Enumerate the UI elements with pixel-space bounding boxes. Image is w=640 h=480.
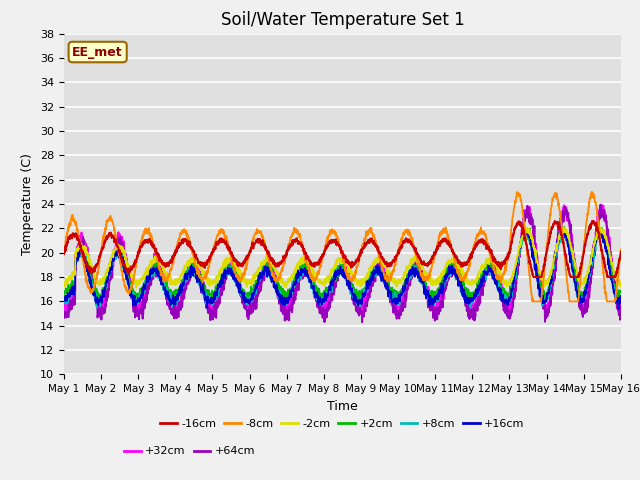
+64cm bbox=[371, 274, 379, 279]
-8cm bbox=[529, 299, 536, 304]
-8cm bbox=[568, 299, 575, 304]
-8cm bbox=[216, 228, 223, 233]
Line: -8cm: -8cm bbox=[64, 192, 621, 301]
+16cm bbox=[371, 270, 378, 276]
+32cm bbox=[60, 293, 68, 299]
Line: +16cm: +16cm bbox=[64, 228, 621, 309]
+8cm bbox=[371, 272, 378, 277]
+32cm bbox=[504, 302, 512, 308]
Title: Soil/Water Temperature Set 1: Soil/Water Temperature Set 1 bbox=[221, 11, 464, 29]
+32cm bbox=[395, 313, 403, 319]
-16cm bbox=[589, 218, 597, 224]
+64cm bbox=[617, 312, 625, 318]
+64cm bbox=[358, 319, 366, 325]
+2cm bbox=[60, 291, 68, 297]
-2cm bbox=[132, 285, 140, 290]
-2cm bbox=[371, 260, 379, 265]
-2cm bbox=[504, 283, 512, 288]
+16cm bbox=[614, 306, 622, 312]
+2cm bbox=[504, 293, 512, 299]
+32cm bbox=[598, 202, 605, 208]
Line: -2cm: -2cm bbox=[64, 227, 621, 288]
-8cm bbox=[584, 212, 591, 217]
-8cm bbox=[358, 242, 366, 248]
Line: -16cm: -16cm bbox=[64, 221, 621, 277]
-16cm bbox=[530, 274, 538, 280]
+2cm bbox=[371, 266, 379, 272]
Line: +8cm: +8cm bbox=[64, 228, 621, 308]
-16cm bbox=[216, 239, 223, 244]
+64cm bbox=[359, 310, 367, 315]
+8cm bbox=[596, 226, 604, 231]
+8cm bbox=[216, 282, 223, 288]
-16cm bbox=[617, 249, 625, 255]
Legend: +32cm, +64cm: +32cm, +64cm bbox=[120, 442, 260, 461]
+16cm bbox=[583, 281, 591, 287]
Line: +64cm: +64cm bbox=[64, 204, 621, 322]
-8cm bbox=[588, 189, 595, 195]
+8cm bbox=[568, 261, 575, 267]
-2cm bbox=[568, 247, 575, 252]
+2cm bbox=[568, 257, 576, 263]
+64cm bbox=[568, 239, 575, 244]
+64cm bbox=[596, 202, 604, 207]
-2cm bbox=[596, 224, 604, 230]
Line: +32cm: +32cm bbox=[64, 205, 621, 316]
+8cm bbox=[617, 296, 625, 302]
+32cm bbox=[358, 302, 366, 308]
-2cm bbox=[584, 270, 591, 276]
+16cm bbox=[617, 293, 625, 299]
+64cm bbox=[584, 298, 591, 303]
-16cm bbox=[60, 251, 68, 257]
+16cm bbox=[216, 282, 223, 288]
+32cm bbox=[584, 293, 591, 299]
-16cm bbox=[568, 274, 575, 280]
+2cm bbox=[359, 293, 367, 299]
+2cm bbox=[561, 224, 568, 230]
+64cm bbox=[216, 292, 223, 298]
+8cm bbox=[467, 305, 474, 311]
Y-axis label: Temperature (C): Temperature (C) bbox=[22, 153, 35, 255]
-8cm bbox=[504, 255, 512, 261]
+32cm bbox=[568, 240, 575, 246]
Text: EE_met: EE_met bbox=[72, 46, 123, 59]
-16cm bbox=[358, 246, 366, 252]
X-axis label: Time: Time bbox=[327, 400, 358, 413]
+16cm bbox=[504, 302, 512, 308]
+64cm bbox=[60, 315, 68, 321]
+8cm bbox=[60, 298, 68, 303]
+8cm bbox=[504, 298, 512, 304]
+8cm bbox=[358, 300, 366, 306]
+8cm bbox=[584, 286, 591, 291]
-8cm bbox=[617, 247, 625, 252]
-8cm bbox=[371, 236, 378, 241]
-2cm bbox=[359, 280, 367, 286]
+16cm bbox=[60, 298, 68, 304]
-2cm bbox=[60, 282, 68, 288]
+16cm bbox=[358, 298, 366, 304]
+32cm bbox=[371, 274, 378, 279]
-16cm bbox=[371, 241, 378, 247]
-2cm bbox=[216, 268, 223, 274]
+16cm bbox=[568, 259, 575, 265]
+32cm bbox=[617, 306, 625, 312]
+2cm bbox=[216, 279, 223, 285]
+32cm bbox=[216, 295, 223, 300]
+2cm bbox=[584, 279, 591, 285]
-2cm bbox=[617, 284, 625, 289]
Line: +2cm: +2cm bbox=[64, 227, 621, 302]
+64cm bbox=[504, 312, 512, 318]
-16cm bbox=[584, 231, 591, 237]
-8cm bbox=[60, 251, 68, 256]
+16cm bbox=[593, 226, 601, 231]
-16cm bbox=[504, 254, 512, 260]
+2cm bbox=[617, 289, 625, 295]
+2cm bbox=[133, 299, 141, 305]
